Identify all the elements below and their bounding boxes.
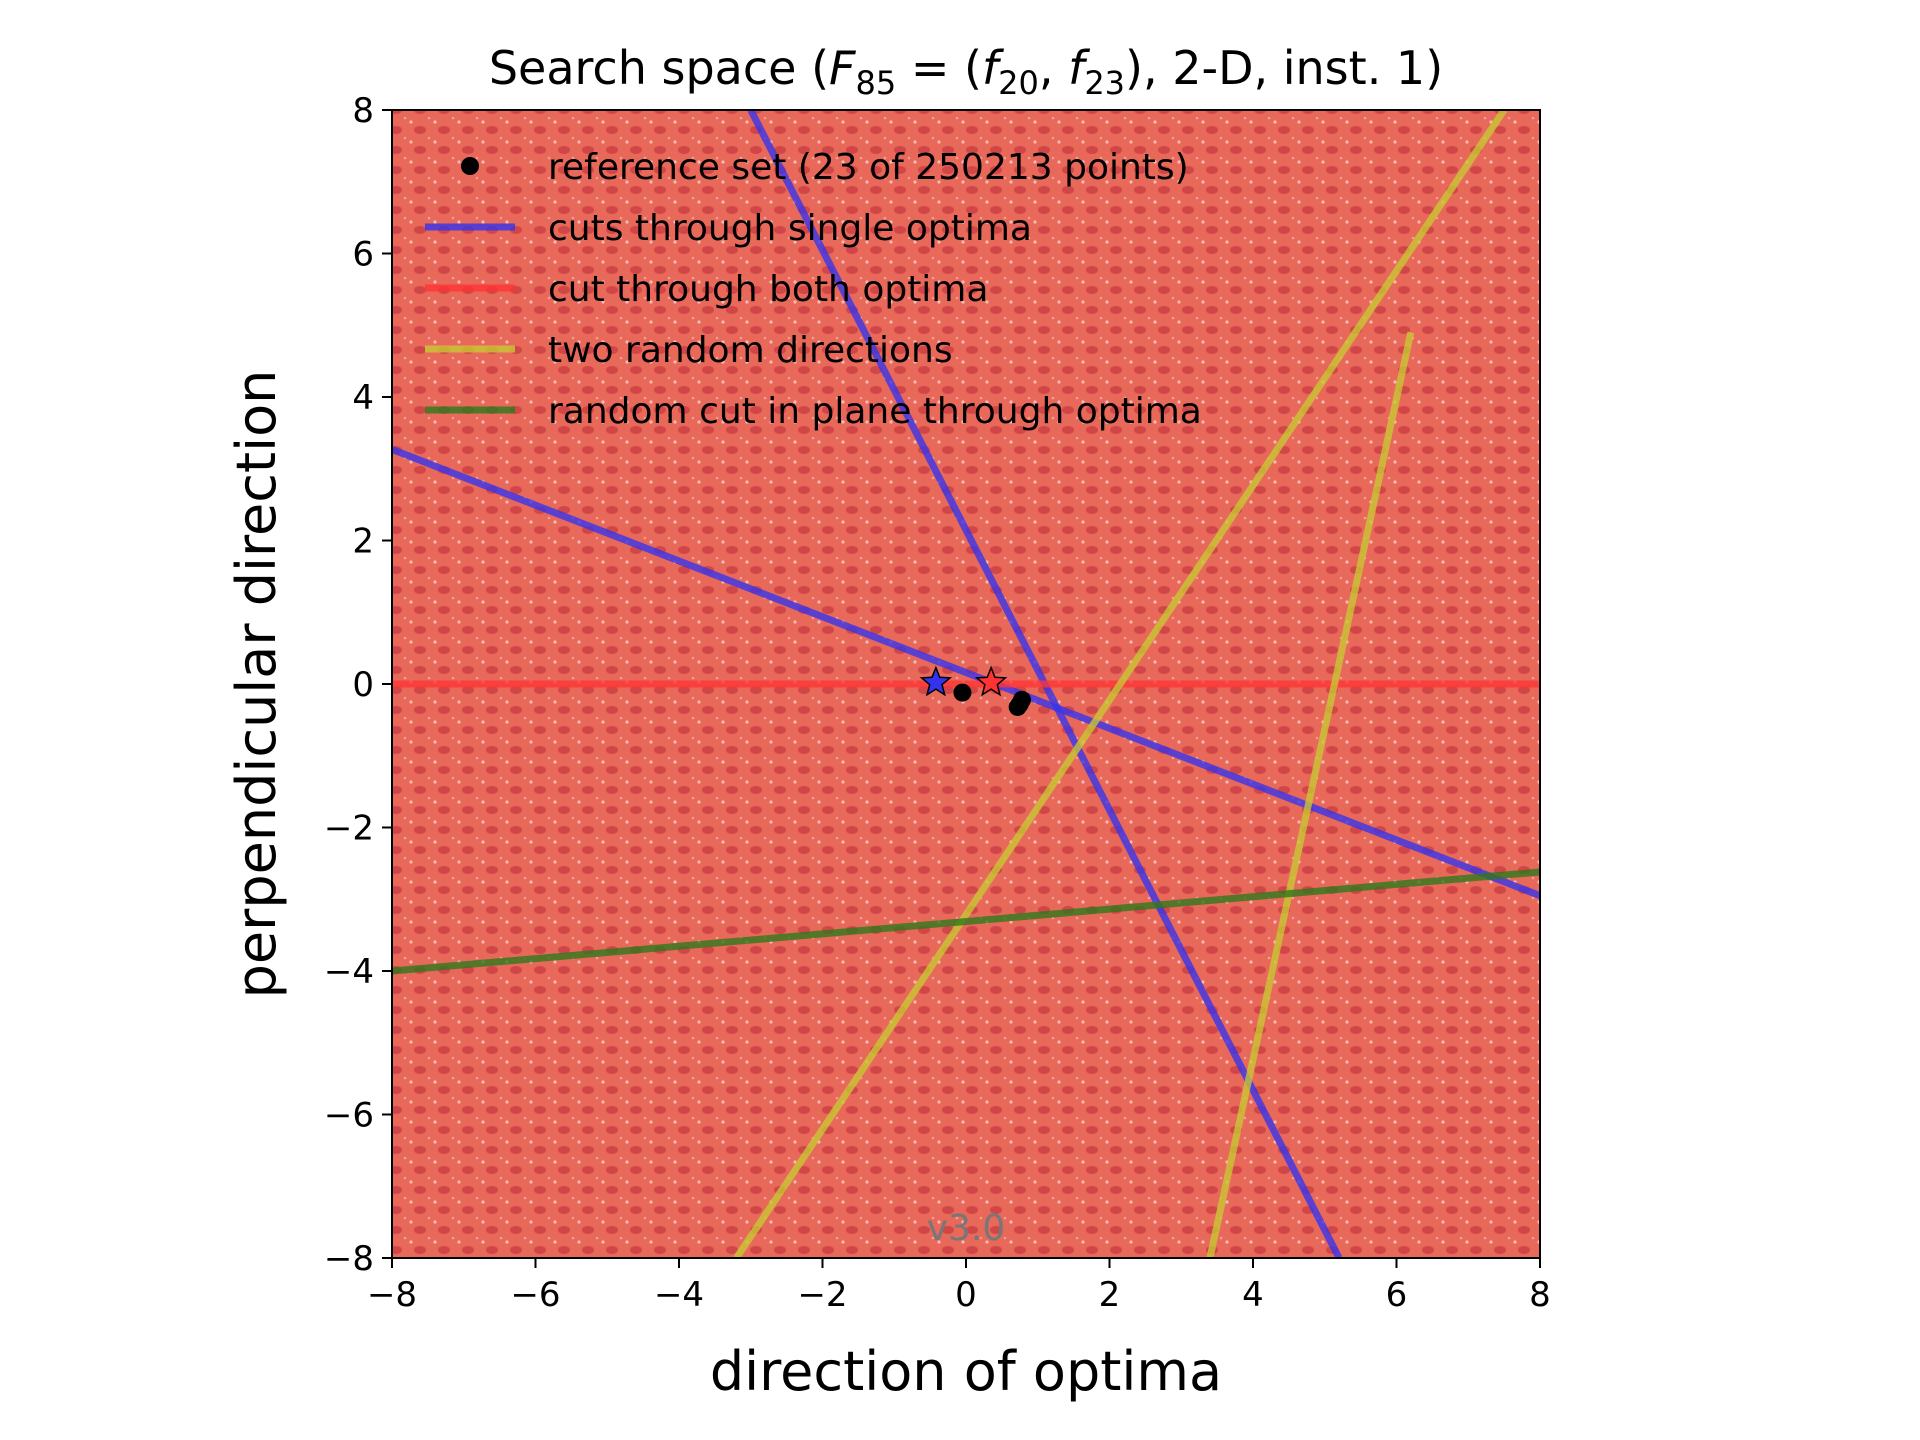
y-axis-label: perpendicular direction <box>225 370 288 999</box>
x-tick-label: −6 <box>510 1275 560 1315</box>
title-F-sub: 85 <box>855 64 896 102</box>
title-f1-sub: 20 <box>998 64 1039 102</box>
title-F: F <box>829 41 856 95</box>
reference-point <box>1012 690 1031 709</box>
y-tick-label: −2 <box>324 809 374 849</box>
x-tick-label: 6 <box>1386 1275 1408 1315</box>
y-tick-label: −8 <box>324 1239 374 1279</box>
x-tick-label: −4 <box>654 1275 704 1315</box>
legend-marker <box>461 157 479 175</box>
y-tick-label: 2 <box>352 522 374 562</box>
x-tick-label: 2 <box>1099 1275 1121 1315</box>
y-tick-label: 6 <box>352 235 374 275</box>
x-axis-label: direction of optima <box>710 1340 1222 1403</box>
series-line-6 <box>392 868 1540 975</box>
title-f2-sub: 23 <box>1084 64 1125 102</box>
reference-point <box>953 683 972 702</box>
chart-title: Search space (F85 = (f20, f23), 2-D, ins… <box>489 41 1443 102</box>
series-line-5 <box>1206 331 1415 1258</box>
x-tick-label: −2 <box>797 1275 847 1315</box>
title-eq: = ( <box>896 41 982 95</box>
x-tick-label: 8 <box>1529 1275 1551 1315</box>
series-line-4 <box>733 110 1508 1258</box>
y-tick-label: 8 <box>352 91 374 131</box>
legend-label: two random directions <box>548 330 953 371</box>
x-tick-label: 4 <box>1242 1275 1264 1315</box>
y-tick-label: −4 <box>324 952 374 992</box>
legend-label: reference set (23 of 250213 points) <box>548 147 1189 188</box>
title-comma: , <box>1039 41 1068 95</box>
legend-label: cut through both optima <box>548 269 988 310</box>
optimum-star <box>974 665 1008 697</box>
title-prefix: Search space ( <box>489 41 829 95</box>
points-layer <box>919 665 1031 716</box>
x-tick-label: 0 <box>955 1275 977 1315</box>
y-tick-label: −6 <box>324 1096 374 1136</box>
legend-label: random cut in plane through optima <box>548 391 1202 432</box>
legend: reference set (23 of 250213 points) cuts … <box>425 147 1202 432</box>
y-tick-label: 0 <box>352 665 374 705</box>
x-axis-ticks: −8 −6 −4 −2 0 2 4 6 8 <box>367 1258 1551 1315</box>
y-axis-ticks: −8 −6 −4 −2 0 2 4 6 8 <box>324 91 392 1279</box>
optimum-star <box>919 665 953 697</box>
series-line-1 <box>392 446 1540 899</box>
version-label: v3.0 <box>927 1208 1006 1249</box>
y-tick-label: 4 <box>352 378 374 418</box>
x-tick-label: −8 <box>367 1275 417 1315</box>
series-layer <box>392 110 1540 1258</box>
legend-label: cuts through single optima <box>548 208 1032 249</box>
title-suffix: ), 2-D, inst. 1) <box>1125 41 1443 95</box>
